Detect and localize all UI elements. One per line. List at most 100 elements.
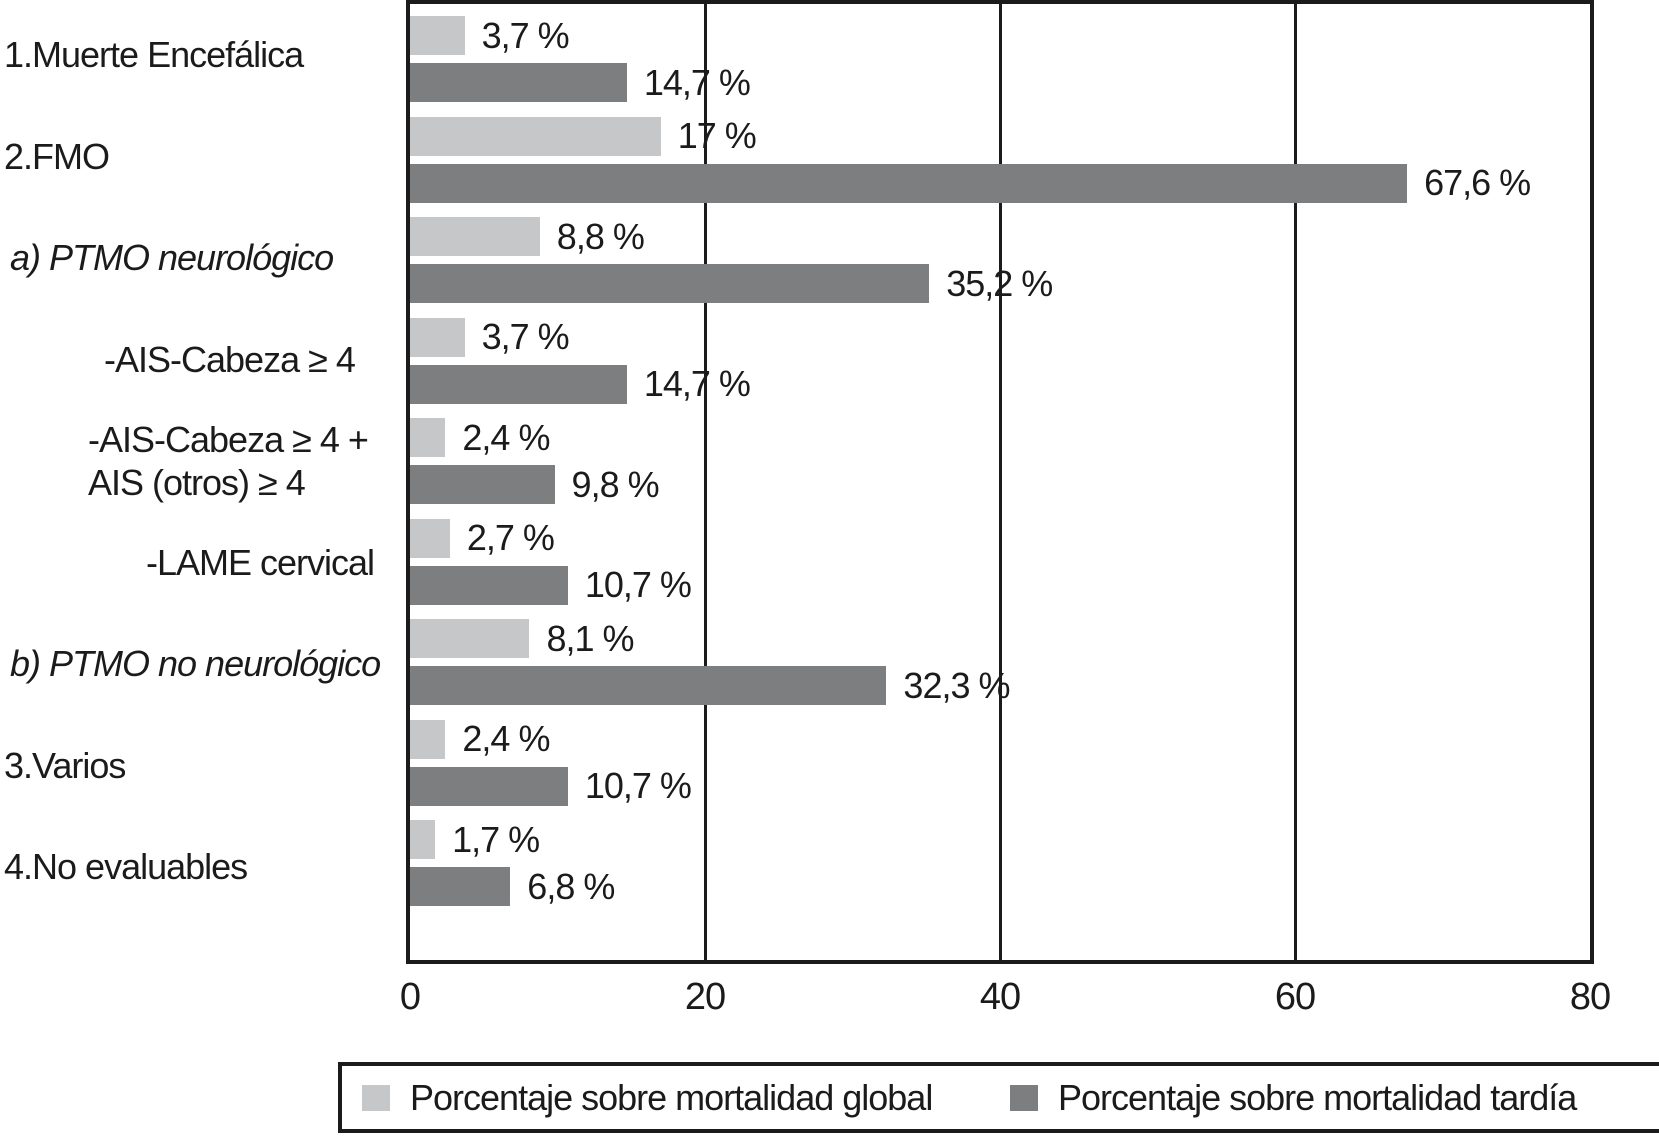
bar-line: 3,7 %	[410, 316, 1590, 357]
bar-line: 1,7 %	[410, 818, 1590, 860]
bar-group: 2,4 % 9,8 %	[410, 416, 1590, 505]
bar-value-label: 2,4 %	[462, 718, 550, 759]
bar-late-mortality	[410, 666, 887, 705]
bar-value-label: 1,7 %	[452, 818, 540, 860]
bar-value-label: 2,7 %	[466, 517, 555, 558]
x-axis-tick-label: 60	[1274, 976, 1316, 1018]
category-label-row: 2.FMO	[0, 114, 406, 200]
bar-global-mortality	[410, 16, 465, 55]
category-label-row: 3.Varios	[0, 723, 406, 809]
x-axis: 0 20 40 60 80	[0, 968, 1659, 1028]
bar-line: 2,7 %	[410, 517, 1590, 558]
bar-late-mortality	[410, 364, 627, 404]
gridline-20	[704, 4, 707, 960]
bar-late-mortality	[410, 465, 555, 504]
plot-area: 3,7 % 14,7 % 17 % 67,6 % 8,8 % 35,2 % 3,7 % 14,…	[406, 0, 1594, 964]
bar-group: 3,7 % 14,7 %	[410, 14, 1590, 103]
bar-group: 2,4 % 10,7 %	[410, 718, 1590, 806]
category-label: 1.Muerte Encefálica	[4, 34, 304, 76]
bar-value-label: 2,4 %	[462, 416, 550, 458]
bar-late-mortality	[410, 565, 568, 605]
bar-line: 8,8 %	[410, 215, 1590, 257]
bar-value-label: 6,8 %	[527, 865, 615, 907]
bar-line: 6,8 %	[410, 865, 1590, 907]
category-label-row: -AIS-Cabeza ≥ 4 + AIS (otros) ≥ 4	[0, 418, 406, 504]
bar-value-label: 8,8 %	[556, 215, 645, 257]
category-label: a) PTMO neurológico	[10, 237, 334, 279]
bar-global-mortality	[410, 820, 436, 859]
bar-value-label: 17 %	[677, 115, 757, 156]
bar-late-mortality	[410, 63, 627, 102]
bar-value-label: 67,6 %	[1424, 162, 1531, 203]
bar-line: 8,1 %	[410, 617, 1590, 659]
x-axis-tick-label: 0	[399, 976, 421, 1018]
category-label: -AIS-Cabeza ≥ 4 + AIS (otros) ≥ 4	[88, 418, 369, 503]
bar-group: 8,8 % 35,2 %	[410, 215, 1590, 304]
bar-line: 9,8 %	[410, 463, 1590, 505]
gridline-40	[999, 4, 1002, 960]
bars-container: 3,7 % 14,7 % 17 % 67,6 % 8,8 % 35,2 % 3,7 % 14,…	[410, 4, 1590, 960]
legend-label: Porcentaje sobre mortalidad global	[410, 1076, 933, 1118]
bar-group: 2,7 % 10,7 %	[410, 517, 1590, 605]
bar-late-mortality	[410, 163, 1408, 203]
bar-group: 17 % 67,6 %	[410, 115, 1590, 203]
bar-value-label: 8,1 %	[546, 617, 634, 659]
category-label: 4.No evaluables	[4, 846, 248, 888]
bar-value-label: 14,7 %	[643, 61, 751, 103]
x-axis-tick-label: 80	[1569, 976, 1611, 1018]
bar-global-mortality	[410, 317, 465, 357]
bar-late-mortality	[410, 867, 511, 906]
category-label-row: b) PTMO no neurológico	[0, 621, 406, 707]
x-axis-tick-label: 20	[684, 976, 726, 1018]
bar-value-label: 10,7 %	[584, 765, 692, 806]
category-label-row: 4.No evaluables	[0, 824, 406, 910]
bar-line: 14,7 %	[410, 61, 1590, 103]
bar-line: 3,7 %	[410, 14, 1590, 56]
bar-value-label: 9,8 %	[571, 463, 660, 505]
category-label: 2.FMO	[4, 135, 110, 177]
legend-entry: Porcentaje sobre mortalidad global	[362, 1066, 933, 1129]
bar-line: 10,7 %	[410, 564, 1590, 605]
category-label: b) PTMO no neurológico	[10, 643, 381, 685]
category-labels-column: 1.Muerte Encefálica 2.FMO a) PTMO neurológ…	[0, 0, 406, 964]
bar-line: 10,7 %	[410, 765, 1590, 806]
bar-line: 35,2 %	[410, 263, 1590, 304]
bar-line: 17 %	[410, 115, 1590, 156]
bar-value-label: 14,7 %	[643, 363, 751, 404]
legend-swatch-global	[362, 1084, 390, 1111]
bar-global-mortality	[410, 719, 446, 759]
bar-late-mortality	[410, 264, 930, 303]
legend: Porcentaje sobre mortalidad global Porcen…	[338, 1062, 1659, 1133]
legend-label: Porcentaje sobre mortalidad tardía	[1058, 1076, 1577, 1118]
bar-line: 2,4 %	[410, 718, 1590, 759]
category-label-row: -LAME cervical	[0, 520, 406, 606]
category-label-row: a) PTMO neurológico	[0, 215, 406, 301]
bar-value-label: 3,7 %	[481, 14, 570, 56]
x-axis-tick-label: 40	[979, 976, 1021, 1018]
bar-group: 3,7 % 14,7 %	[410, 316, 1590, 404]
bar-value-label: 10,7 %	[584, 564, 692, 605]
category-label: -AIS-Cabeza ≥ 4	[104, 338, 356, 380]
category-label-row: 1.Muerte Encefálica	[0, 12, 406, 98]
bar-line: 32,3 %	[410, 664, 1590, 706]
bar-global-mortality	[410, 619, 530, 658]
bar-group: 8,1 % 32,3 %	[410, 617, 1590, 706]
category-label-row: -AIS-Cabeza ≥ 4	[0, 317, 406, 403]
bar-value-label: 3,7 %	[481, 316, 570, 357]
category-label: -LAME cervical	[146, 541, 375, 583]
bar-group: 1,7 % 6,8 %	[410, 818, 1590, 907]
bar-line: 14,7 %	[410, 363, 1590, 404]
bar-global-mortality	[410, 116, 661, 156]
bar-global-mortality	[410, 217, 540, 256]
legend-entry: Porcentaje sobre mortalidad tardía	[1010, 1066, 1577, 1129]
bar-global-mortality	[410, 518, 450, 558]
category-label: 3.Varios	[4, 744, 126, 786]
bar-late-mortality	[410, 766, 568, 806]
gridline-60	[1294, 4, 1297, 960]
legend-swatch-tardia	[1010, 1084, 1038, 1111]
bar-global-mortality	[410, 418, 446, 457]
bar-line: 67,6 %	[410, 162, 1590, 203]
bar-value-label: 32,3 %	[903, 664, 1010, 706]
bar-line: 2,4 %	[410, 416, 1590, 458]
